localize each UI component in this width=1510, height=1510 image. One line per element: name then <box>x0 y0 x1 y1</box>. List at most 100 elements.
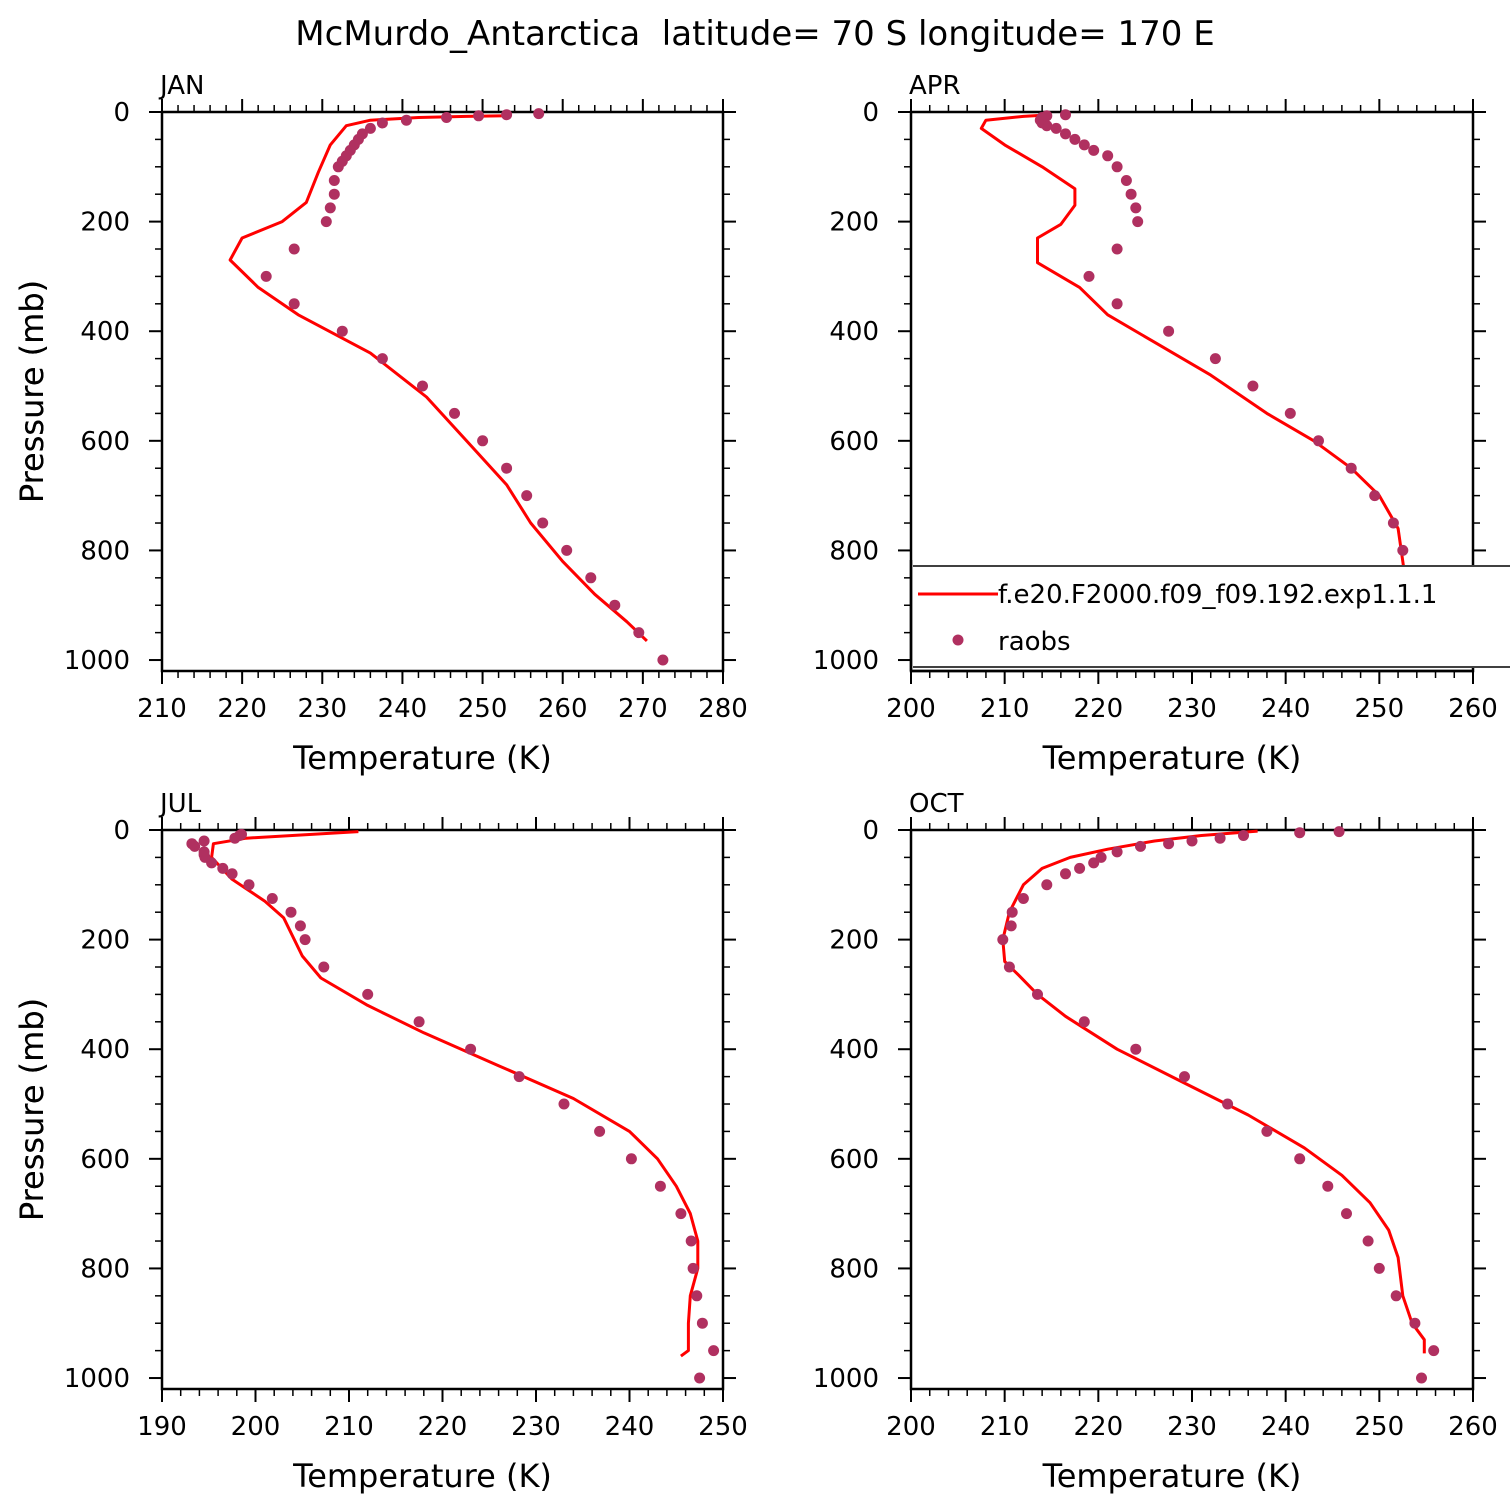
legend-obs-label: raobs <box>998 627 1071 657</box>
raobs-point <box>288 298 300 310</box>
model-profile-line <box>210 830 700 1358</box>
y-tick-label: 600 <box>80 427 130 457</box>
raobs-point <box>1294 827 1306 839</box>
panel-jul: 190 200 210 220 230 240 250 0 200 400 600 800 1000 JU… <box>13 789 748 1495</box>
legend-box <box>913 565 1510 668</box>
raobs-point <box>1006 906 1018 918</box>
raobs-point <box>1294 1153 1306 1165</box>
raobs-point <box>1409 1317 1421 1329</box>
panel-apr: 200 210 220 230 240 250 260 0 200 400 600 800 1000 AP… <box>13 71 1498 777</box>
x-tick-label: 210 <box>137 694 187 724</box>
raobs-point <box>1163 325 1175 337</box>
y-tick-label: 200 <box>80 926 130 956</box>
raobs-point <box>441 112 452 123</box>
y-tick-label: 800 <box>80 536 130 566</box>
raobs-point <box>1041 110 1053 122</box>
raobs-point <box>1130 1043 1142 1055</box>
x-tick-label: 260 <box>1448 694 1498 724</box>
raobs-point <box>477 435 489 447</box>
panel-oct: 200 210 220 230 240 250 260 0 200 400 600 800 1000 OC… <box>13 789 1498 1495</box>
raobs-point <box>376 353 388 365</box>
y-tick-label: 1000 <box>813 646 879 676</box>
x-tick-label: 220 <box>1074 694 1124 724</box>
raobs-points <box>997 826 1440 1384</box>
x-tick-label: 240 <box>1261 694 1311 724</box>
raobs-point <box>675 1208 687 1220</box>
x-tick-label: 260 <box>1448 1412 1498 1442</box>
raobs-point <box>1111 846 1123 858</box>
y-tick-label: 200 <box>829 208 879 238</box>
y-axis-label: Pressure (mb) <box>13 998 51 1221</box>
raobs-point <box>1003 961 1015 973</box>
raobs-point <box>217 862 229 874</box>
x-axis-label: Temperature (K) <box>1042 1457 1302 1495</box>
raobs-point <box>1390 1290 1402 1302</box>
x-tick-label: 210 <box>980 694 1030 724</box>
raobs-point <box>594 1125 606 1137</box>
x-tick-label: 220 <box>217 694 267 724</box>
raobs-point <box>318 961 330 973</box>
x-tick-label: 250 <box>1355 1412 1405 1442</box>
y-axis-label: Pressure (mb) <box>13 280 51 503</box>
model-profile-line <box>979 113 1442 643</box>
raobs-points <box>260 108 669 666</box>
raobs-point <box>687 1262 699 1274</box>
x-tick-label: 220 <box>418 1412 468 1442</box>
raobs-point <box>609 599 621 611</box>
raobs-point <box>226 868 238 880</box>
panels: 210 220 230 240 250 260 270 280 0 200 400 600 800 100… <box>13 71 1510 1495</box>
raobs-point <box>1209 353 1221 365</box>
raobs-point <box>1120 175 1132 186</box>
raobs-point <box>585 572 597 584</box>
y-tick-label: 400 <box>829 1035 879 1065</box>
chart-title: McMurdo_Antarctica latitude= 70 S longit… <box>295 14 1214 54</box>
raobs-point <box>1041 879 1053 891</box>
y-tick-label: 600 <box>829 427 879 457</box>
raobs-point <box>260 270 272 282</box>
raobs-point <box>694 1372 706 1384</box>
raobs-point <box>1060 128 1071 140</box>
legend-model-label: f.e20.F2000.f09_f09.192.exp1.1.1 <box>998 580 1437 610</box>
raobs-point <box>364 122 376 134</box>
y-tick-label: 400 <box>80 317 130 347</box>
y-axis-label: Pressure (mb) <box>13 998 51 1221</box>
raobs-point <box>1069 133 1081 145</box>
panel-label: JUL <box>158 789 202 819</box>
x-tick-label: 190 <box>137 1412 187 1442</box>
x-tick-label: 210 <box>324 1412 374 1442</box>
plot-frame <box>909 828 1475 1391</box>
y-tick-label: 400 <box>829 317 879 347</box>
raobs-point <box>558 1098 570 1110</box>
panel-label: OCT <box>909 789 964 819</box>
raobs-point <box>1186 835 1198 847</box>
raobs-point <box>324 202 336 214</box>
raobs-point <box>1238 830 1249 841</box>
x-tick-label: 240 <box>605 1412 655 1442</box>
raobs-point <box>266 893 278 904</box>
x-tick-label: 230 <box>1167 694 1217 724</box>
raobs-point <box>1247 380 1259 392</box>
raobs-point <box>1078 139 1090 151</box>
raobs-point <box>356 128 368 140</box>
raobs-point <box>417 380 428 392</box>
raobs-point <box>198 846 210 858</box>
raobs-point <box>1135 840 1146 852</box>
raobs-point <box>561 544 573 556</box>
raobs-point <box>1111 298 1123 310</box>
raobs-point <box>1179 1071 1190 1083</box>
raobs-points <box>186 828 720 1384</box>
raobs-point <box>198 835 210 847</box>
raobs-point <box>294 920 306 932</box>
raobs-point <box>533 108 545 120</box>
raobs-point <box>328 188 340 200</box>
y-tick-label: 200 <box>829 926 879 956</box>
raobs-point <box>537 517 549 529</box>
y-tick-label: 0 <box>862 98 879 128</box>
raobs-point <box>186 838 198 850</box>
raobs-point <box>1088 144 1100 156</box>
x-axis-label: Temperature (K) <box>1042 739 1302 777</box>
y-tick-label: 1000 <box>64 1364 130 1394</box>
x-tick-label: 250 <box>458 694 508 724</box>
model-profile-line <box>1001 829 1426 1354</box>
